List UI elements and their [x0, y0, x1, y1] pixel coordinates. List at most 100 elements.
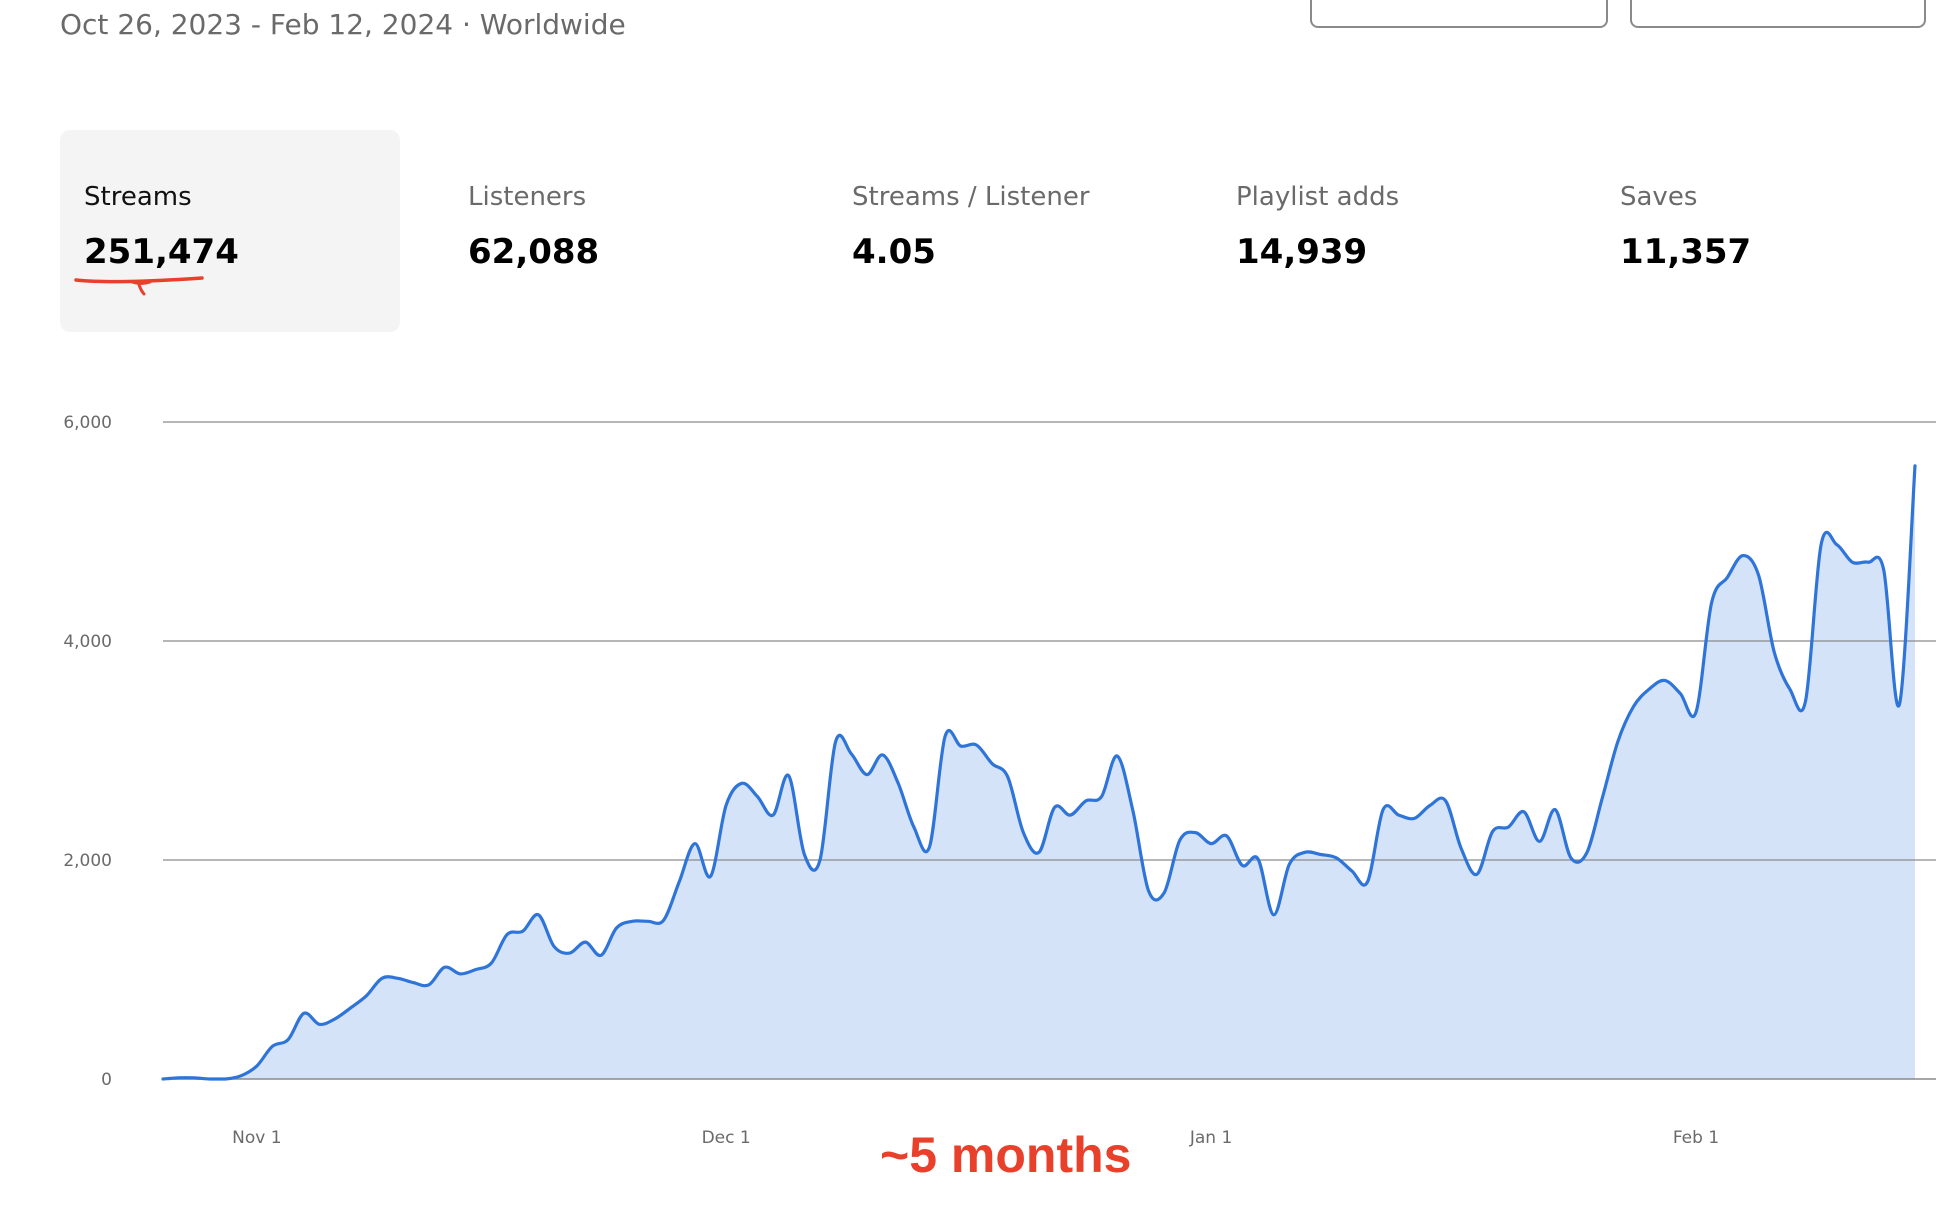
metrics-row: Streams 251,474 Listeners 62,088 Streams… [60, 130, 1936, 332]
data-point [676, 879, 682, 885]
data-point [880, 752, 886, 758]
data-point [1380, 807, 1386, 813]
data-point [1411, 815, 1417, 821]
data-point [848, 751, 854, 757]
data-point [1474, 871, 1480, 877]
metric-value: 251,474 [84, 232, 239, 272]
metric-value: 62,088 [468, 232, 600, 272]
duration-annotation: ~5 months [880, 1127, 1132, 1183]
data-point [191, 1075, 197, 1081]
data-point [1365, 879, 1371, 885]
metric-tab-saves[interactable]: Saves 11,357 [1596, 130, 1936, 332]
metric-label: Listeners [468, 182, 587, 212]
data-point [629, 918, 635, 924]
data-point [1427, 802, 1433, 808]
data-point [801, 852, 807, 858]
data-point [457, 971, 463, 977]
x-tick-label: Dec 1 [702, 1128, 751, 1148]
data-point [1458, 846, 1464, 852]
data-point [1396, 812, 1402, 818]
data-point [1537, 838, 1543, 844]
data-point [661, 917, 667, 923]
data-point [1881, 567, 1887, 573]
data-point [1490, 829, 1496, 835]
data-point [1787, 686, 1793, 692]
date-range-subtitle: Oct 26, 2023 - Feb 12, 2024 · Worldwide [60, 8, 626, 41]
hand-drawn-underline [74, 276, 204, 296]
data-point [1443, 798, 1449, 804]
data-point [1552, 807, 1558, 813]
data-point [582, 939, 588, 945]
x-tick-label: Nov 1 [232, 1128, 281, 1148]
data-point [911, 824, 917, 830]
data-point [332, 1016, 338, 1022]
data-point [1271, 912, 1277, 918]
data-point [238, 1073, 244, 1079]
data-point [1521, 809, 1527, 815]
data-point [1849, 559, 1855, 565]
data-point [973, 742, 979, 748]
filter-button-1[interactable] [1310, 0, 1608, 28]
data-point [817, 857, 823, 863]
data-point [739, 780, 745, 786]
data-point [176, 1075, 182, 1081]
data-point [1568, 855, 1574, 861]
data-point [379, 975, 385, 981]
data-point [1693, 709, 1699, 715]
streams-series-line [161, 464, 1917, 1081]
data-point [223, 1076, 229, 1082]
data-point [1803, 698, 1809, 704]
data-point [864, 772, 870, 778]
data-point [426, 982, 432, 988]
data-point [285, 1037, 291, 1043]
data-point [1771, 649, 1777, 655]
metric-tab-playlist-adds[interactable]: Playlist adds 14,939 [1212, 130, 1552, 332]
data-point [1083, 798, 1089, 804]
data-point [692, 841, 698, 847]
filter-button-2[interactable] [1630, 0, 1926, 28]
x-tick-label: Feb 1 [1673, 1128, 1719, 1148]
y-tick-label: 0 [101, 1070, 112, 1090]
data-point [958, 743, 964, 749]
metric-label: Saves [1620, 182, 1698, 212]
streams-area-fill [163, 465, 1915, 1079]
data-point [1724, 575, 1730, 581]
data-point [754, 794, 760, 800]
y-tick-label: 4,000 [63, 632, 112, 652]
data-point [1114, 753, 1120, 759]
data-point [1740, 553, 1746, 559]
data-point [1709, 600, 1715, 606]
data-point [1099, 794, 1105, 800]
data-point [1865, 559, 1871, 565]
data-point [708, 873, 714, 879]
data-point [1834, 542, 1840, 548]
data-point [1208, 841, 1214, 847]
data-point [770, 812, 776, 818]
data-point [535, 912, 541, 918]
data-point [1255, 856, 1261, 862]
data-point [442, 964, 448, 970]
data-point [1177, 837, 1183, 843]
data-point [270, 1043, 276, 1049]
data-point [1505, 824, 1511, 830]
data-point [1615, 739, 1621, 745]
data-point [1052, 804, 1058, 810]
metric-label: Streams [84, 182, 192, 212]
data-point [567, 950, 573, 956]
data-point [1896, 702, 1902, 708]
metric-tab-streams-per-listener[interactable]: Streams / Listener 4.05 [828, 130, 1168, 332]
data-point [1318, 852, 1324, 858]
metric-tab-listeners[interactable]: Listeners 62,088 [444, 130, 784, 332]
data-point [598, 952, 604, 958]
metric-tab-streams[interactable]: Streams 251,474 [60, 130, 400, 332]
data-point [1036, 849, 1042, 855]
data-point [1192, 830, 1198, 836]
data-point [1333, 855, 1339, 861]
metric-value: 11,357 [1620, 232, 1752, 272]
data-point [1912, 463, 1918, 469]
data-point [254, 1063, 260, 1069]
data-point [1818, 542, 1824, 548]
data-point [410, 980, 416, 986]
data-point [1020, 830, 1026, 836]
